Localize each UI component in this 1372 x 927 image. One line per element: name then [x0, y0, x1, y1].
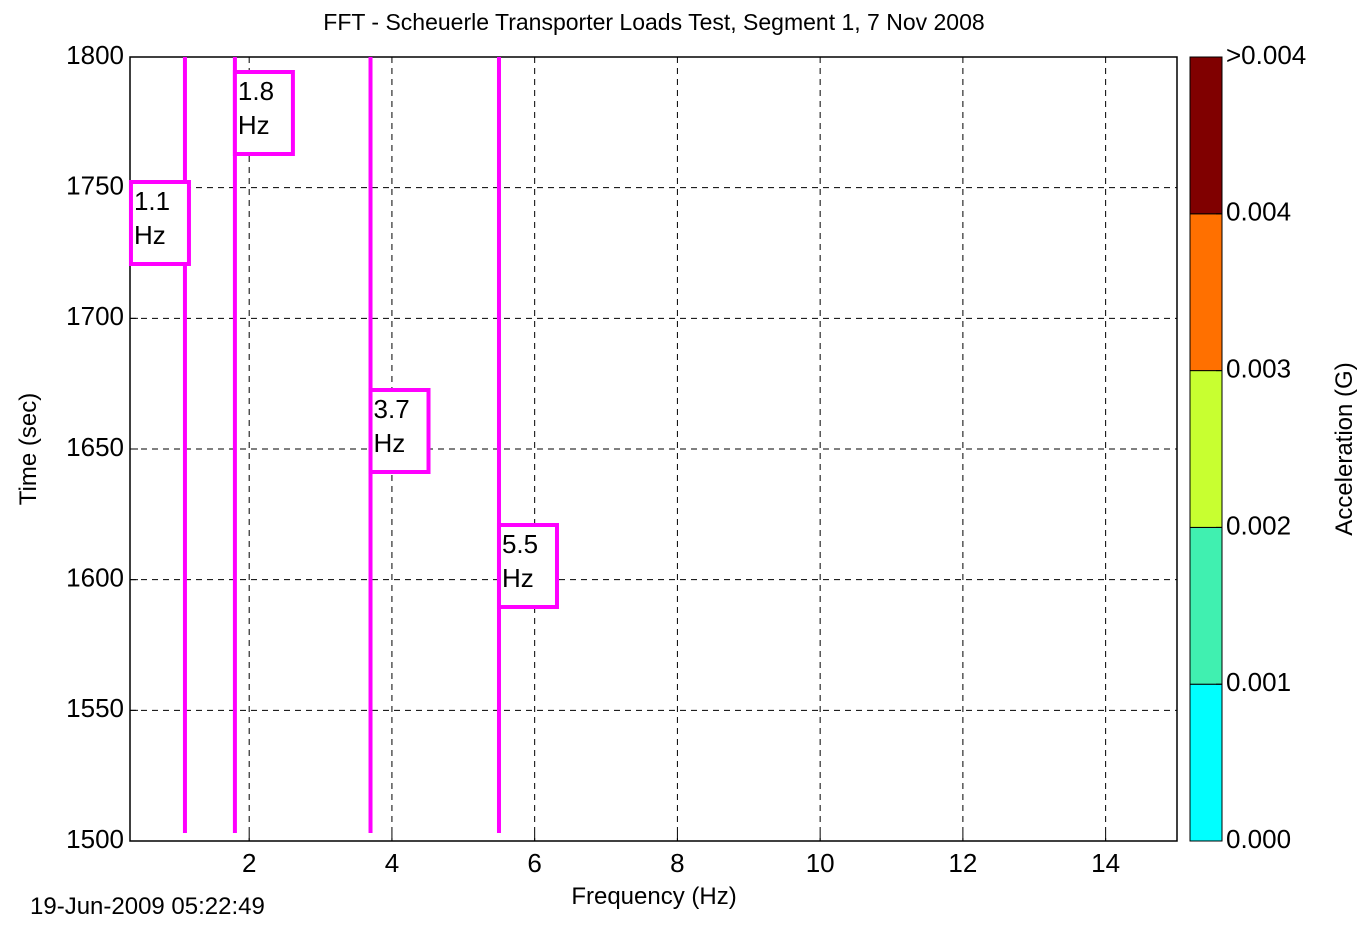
colorbar-swatch [1189, 526, 1223, 685]
y-tick-label: 1550 [66, 693, 124, 723]
annotation-box [128, 180, 191, 266]
colorbar-tick-label: >0.004 [1226, 40, 1306, 70]
annotation-text: Hz [134, 220, 166, 250]
annotation-text: Hz [502, 563, 534, 593]
x-tick-label: 14 [1091, 848, 1120, 878]
x-tick-label: 10 [806, 848, 835, 878]
y-tick-label: 1650 [66, 432, 124, 462]
x-tick-label: 6 [527, 848, 541, 878]
y-tick-label: 1750 [66, 171, 124, 201]
y-tick-label: 1700 [66, 301, 124, 331]
colorbar-tick-label: 0.000 [1226, 824, 1291, 854]
colorbar-label: Acceleration (G) [1331, 362, 1358, 535]
annotation-text: 3.7 [374, 394, 410, 424]
y-tick-label: 1500 [66, 824, 124, 854]
annotation-text: Hz [374, 428, 406, 458]
chart-title: FFT - Scheuerle Transporter Loads Test, … [323, 9, 984, 35]
annotation-text: 5.5 [502, 529, 538, 559]
annotation-box [368, 388, 431, 474]
colorbar-swatch [1189, 370, 1223, 528]
y-tick-label: 1600 [66, 563, 124, 593]
colorbar-tick-label: 0.003 [1226, 353, 1291, 383]
colorbar-swatch [1189, 213, 1223, 372]
timestamp: 19-Jun-2009 05:22:49 [30, 893, 265, 920]
annotation-box [232, 70, 295, 156]
colorbar-swatch [1189, 56, 1223, 215]
y-axis-label: Time (sec) [15, 393, 42, 505]
x-tick-label: 12 [948, 848, 977, 878]
colorbar-swatch [1189, 683, 1223, 842]
colorbar-tick-label: 0.004 [1226, 197, 1291, 227]
x-tick-label: 2 [242, 848, 256, 878]
x-axis-label: Frequency (Hz) [571, 883, 736, 910]
y-tick-label: 1800 [66, 40, 124, 70]
colorbar-tick-label: 0.002 [1226, 510, 1291, 540]
colorbar-tick-label: 0.001 [1226, 667, 1291, 697]
annotation-box [496, 523, 559, 609]
x-tick-label: 4 [385, 848, 399, 878]
annotation-text: 1.8 [238, 76, 274, 106]
annotation-text: Hz [238, 110, 270, 140]
x-tick-label: 8 [670, 848, 684, 878]
plot-frame [129, 56, 1178, 842]
annotation-text: 1.1 [134, 186, 170, 216]
